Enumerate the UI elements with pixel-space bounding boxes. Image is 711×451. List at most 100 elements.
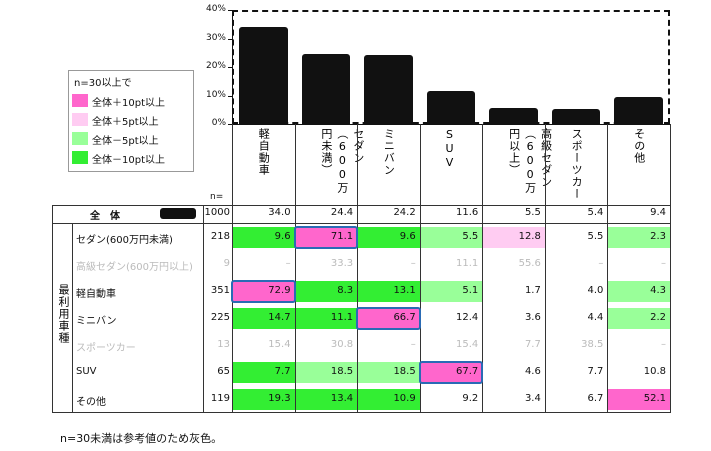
legend-swatch [72, 151, 88, 164]
y-tick [228, 67, 232, 68]
cell-shade [608, 227, 670, 248]
bar [364, 55, 413, 124]
column-line [357, 124, 359, 413]
row-n: 13 [217, 338, 230, 350]
row-label: SUV [76, 365, 97, 377]
cell: 14.7 [268, 311, 291, 323]
legend-title: n=30以上で [74, 78, 132, 89]
cell: 13.4 [330, 392, 354, 404]
n-col-line [203, 205, 204, 413]
cell-shade [295, 227, 358, 248]
cell: 7.7 [524, 338, 541, 350]
column-header: ミニバン [382, 128, 396, 176]
cell-highlight [356, 307, 421, 330]
legend-swatch [72, 94, 88, 107]
cell: 8.3 [337, 284, 354, 296]
y-tick-label: 30% [205, 32, 226, 43]
cell: 9.6 [274, 230, 291, 242]
cell-shade [295, 362, 358, 383]
cell-shade [233, 362, 295, 383]
cell-shade [295, 308, 358, 329]
cell: 15.4 [268, 338, 291, 350]
cell: 4.0 [587, 284, 604, 296]
cell-shade [233, 389, 295, 410]
cell-shade [420, 227, 483, 248]
cell: – [285, 257, 291, 269]
y-tick-label: 20% [205, 61, 226, 71]
y-tick [228, 10, 232, 11]
column-line [419, 124, 421, 413]
cell-shade [483, 227, 545, 248]
cell: 24.2 [393, 207, 416, 218]
bar [614, 97, 663, 124]
bar [239, 27, 288, 124]
cell-shade [358, 389, 420, 410]
cell: 15.4 [456, 338, 479, 350]
legend-label: 全体－5pt以上 [92, 136, 159, 147]
y-axis [232, 10, 233, 124]
y-tick-label: 0% [211, 118, 226, 128]
cell: 3.6 [524, 311, 541, 323]
cell: 34.0 [268, 207, 291, 218]
row-label: セダン(600万円未満) [76, 234, 173, 246]
cell-shade [608, 308, 670, 329]
y-tick-label: 40% [205, 4, 226, 14]
column-line [294, 124, 296, 413]
row-n: 351 [210, 284, 230, 296]
cell: 9.2 [462, 392, 479, 404]
column-header: スポーツカー [570, 128, 584, 200]
y-tick [228, 38, 232, 40]
y-tick-label: 10% [205, 89, 226, 100]
row-label: 全 体 [90, 211, 120, 222]
table-frame [52, 205, 671, 413]
group-line [72, 224, 73, 413]
cell: 4.4 [587, 311, 604, 323]
legend-swatch [72, 132, 88, 145]
cell-shade [358, 308, 420, 329]
cell: – [598, 257, 604, 269]
cell-highlight [418, 361, 484, 384]
row-label: ミニバン [76, 315, 117, 327]
y-tick [228, 95, 232, 97]
cell-shade [358, 281, 420, 302]
column-header: 軽自動車 [257, 128, 271, 176]
cell: 13.1 [393, 284, 416, 296]
cell-shade [233, 281, 295, 302]
cell: 11.6 [456, 207, 479, 218]
row-label: 軽自動車 [76, 288, 116, 300]
cell-shade [295, 389, 358, 410]
cell: 2.3 [650, 230, 666, 242]
cell-highlight [293, 226, 359, 249]
cell-shade [358, 362, 420, 383]
row-n: 1000 [204, 207, 230, 218]
cell: 19.3 [268, 392, 291, 404]
cell: 7.7 [274, 365, 291, 377]
column-line [232, 124, 233, 413]
cell: 5.5 [587, 230, 604, 242]
row-label: スポーツカー [76, 342, 136, 354]
row-label: その他 [76, 396, 106, 408]
row-label: 高級セダン(600万円以上) [76, 261, 193, 273]
row-n: 9 [223, 257, 230, 269]
cell: 72.9 [268, 284, 291, 296]
cell: 3.4 [524, 392, 541, 404]
cell: 67.7 [456, 365, 479, 377]
row-n: 65 [217, 365, 230, 377]
cell: 5.5 [524, 207, 541, 218]
legend-box [68, 70, 194, 172]
cell: 12.4 [456, 311, 479, 323]
legend-label: 全体＋5pt以上 [92, 117, 159, 128]
cell: 24.4 [330, 207, 354, 218]
cell-shade [608, 389, 670, 410]
cell: 11.1 [330, 311, 354, 323]
cell: 6.7 [587, 392, 604, 404]
total-swatch [160, 208, 196, 219]
column-line [544, 124, 546, 413]
cell: 66.7 [393, 311, 416, 323]
column-header: その他 [632, 128, 646, 164]
x-axis [232, 124, 670, 125]
row-n: 218 [210, 230, 230, 242]
cell: 11.1 [456, 257, 479, 269]
cell: 5.4 [587, 207, 604, 218]
